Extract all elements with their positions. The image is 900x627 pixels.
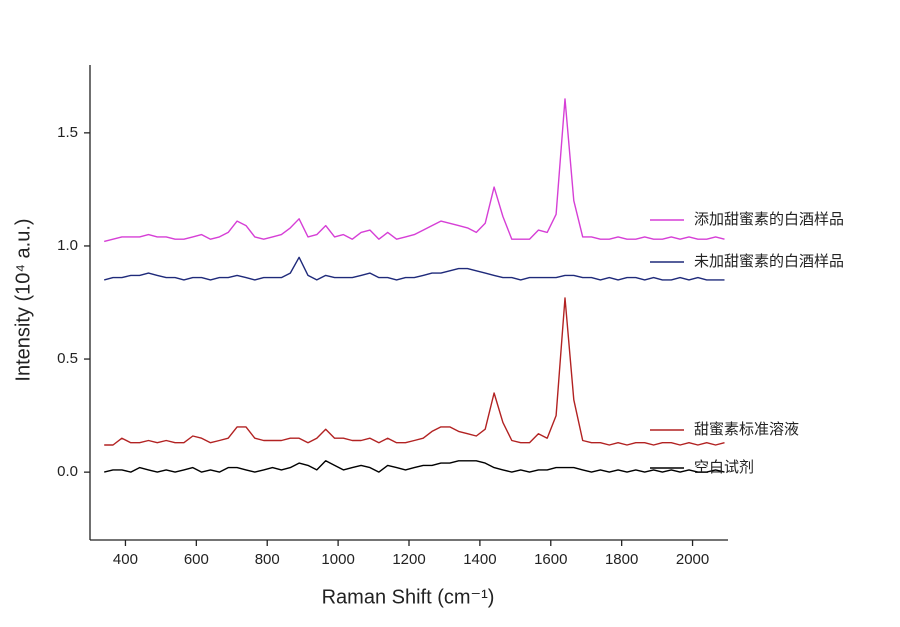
y-axis-label: Intensity (10⁴ a.u.): [12, 218, 34, 381]
series-line: [104, 297, 725, 446]
y-tick-label: 1.0: [57, 237, 78, 254]
x-tick-label: 1600: [534, 551, 567, 568]
legend-label: 甜蜜素标准溶液: [694, 421, 799, 438]
y-tick-label: 1.5: [57, 124, 78, 141]
x-tick-label: 400: [113, 551, 138, 568]
series-line: [104, 460, 725, 473]
series-line: [104, 256, 725, 281]
x-axis-label: Raman Shift (cm⁻¹): [322, 586, 495, 608]
x-tick-label: 1400: [463, 551, 496, 568]
x-tick-label: 2000: [676, 551, 709, 568]
x-tick-label: 600: [184, 551, 209, 568]
legend-label: 空白试剂: [694, 459, 754, 476]
x-tick-label: 1200: [392, 551, 425, 568]
x-tick-label: 1000: [321, 551, 354, 568]
legend-label: 未加甜蜜素的白酒样品: [694, 253, 844, 270]
y-tick-label: 0.0: [57, 463, 78, 480]
y-tick-label: 0.5: [57, 350, 78, 367]
legend-label: 添加甜蜜素的白酒样品: [694, 211, 844, 228]
x-tick-label: 800: [255, 551, 280, 568]
x-tick-label: 1800: [605, 551, 638, 568]
series-line: [104, 98, 725, 243]
